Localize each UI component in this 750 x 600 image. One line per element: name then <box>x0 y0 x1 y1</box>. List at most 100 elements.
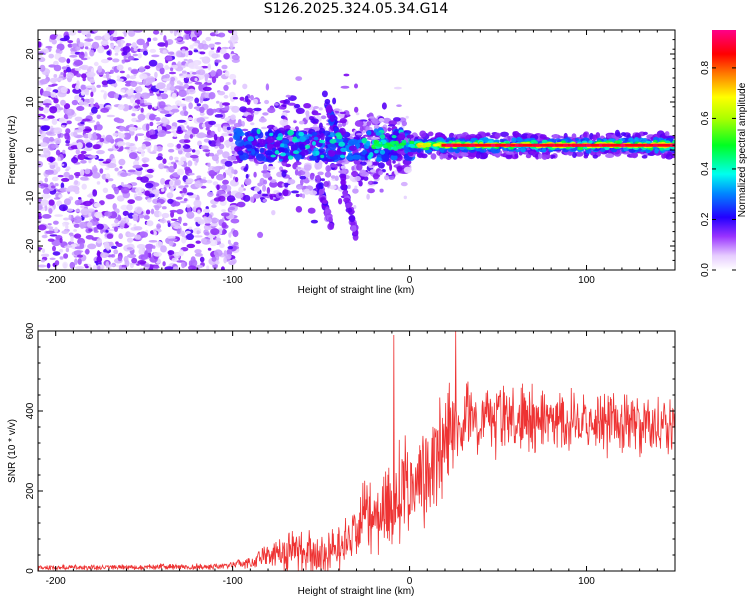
heatmap-cell-1463 <box>187 50 193 56</box>
heatmap-cell-1030 <box>116 118 125 124</box>
heatmap-cell-1560 <box>116 64 124 71</box>
heatmap-cell-602 <box>162 49 167 55</box>
heatmap-cell-2047 <box>297 171 302 177</box>
heatmap-cell-3175 <box>680 134 687 140</box>
heatmap-cell-3214 <box>494 132 501 138</box>
heatmap-cell-19 <box>168 71 177 75</box>
heatmap-cell-532 <box>74 172 82 177</box>
heatmap-cell-1679 <box>176 51 182 57</box>
heatmap-cell-377 <box>169 30 174 34</box>
heatmap-cell-109 <box>53 60 59 66</box>
heatmap-cell-3070 <box>642 131 648 136</box>
heatmap-cell-1682 <box>134 196 143 201</box>
heatmap-cell-1664 <box>184 50 189 58</box>
heatmap-cell-3306 <box>419 130 427 138</box>
heatmap-cell-1134 <box>208 120 217 125</box>
heatmap-cell-146 <box>74 94 81 101</box>
heatmap-cell-50 <box>69 54 78 58</box>
heatmap-cell-1080 <box>152 245 156 249</box>
heatmap-cell-3633 <box>674 148 675 150</box>
heatmap-cell-2230 <box>356 163 363 171</box>
heatmap-cell-3280 <box>505 154 513 158</box>
heatmap-cell-1619 <box>154 205 160 211</box>
heatmap-cell-2192 <box>303 188 310 195</box>
spectrogram-x-axis-label: Height of straight line (km) <box>298 285 415 296</box>
heatmap-cell-1089 <box>222 151 230 159</box>
heatmap-cell-3878 <box>399 142 406 146</box>
heatmap-cell-611 <box>50 185 56 189</box>
heatmap-cell-1250 <box>207 162 211 167</box>
heatmap-cell-3751 <box>645 140 651 144</box>
heatmap-cell-1063 <box>225 254 232 260</box>
heatmap-cell-3229 <box>592 134 598 141</box>
heatmap-cell-592 <box>209 223 217 227</box>
heatmap-cell-2094 <box>259 197 265 200</box>
heatmap-cell-2146 <box>384 175 390 181</box>
heatmap-cell-1603 <box>116 141 126 147</box>
heatmap-cell-3036 <box>571 133 577 140</box>
heatmap-cell-3288 <box>427 131 434 137</box>
heatmap-cell-800 <box>75 149 81 155</box>
heatmap-cell-2222 <box>299 175 307 180</box>
heatmap-cell-3630 <box>499 138 504 143</box>
heatmap-cell-662 <box>74 233 82 239</box>
heatmap-cell-1449 <box>199 57 207 60</box>
heatmap-cell-559 <box>114 167 119 172</box>
heatmap-cell-1209 <box>162 123 167 127</box>
heatmap-cell-1579 <box>214 165 224 170</box>
heatmap-cell-4007 <box>677 143 683 146</box>
heatmap-cell-1482 <box>54 260 60 266</box>
heatmap-cell-1125 <box>72 88 82 94</box>
heatmap-cell-1073 <box>193 49 199 53</box>
heatmap-cell-2099 <box>278 192 282 196</box>
heatmap-cell-1399 <box>92 30 99 33</box>
heatmap-cell-562 <box>194 81 203 85</box>
heatmap-cell-1684 <box>144 190 150 197</box>
heatmap-cell-3760 <box>677 141 683 144</box>
y-tick-label: -20 <box>25 238 36 253</box>
heatmap-cell-1173 <box>77 258 82 265</box>
heatmap-cell-1571 <box>193 199 202 208</box>
heatmap-cell-230 <box>57 174 64 178</box>
heatmap-cell-1538 <box>107 178 114 182</box>
heatmap-cell-2073 <box>283 99 290 105</box>
heatmap-cell-1600 <box>45 131 53 135</box>
heatmap-cell-1593 <box>122 46 131 53</box>
heatmap-cell-289 <box>102 84 109 88</box>
heatmap-cell-1490 <box>166 192 174 199</box>
heatmap-cell-1171 <box>59 187 69 193</box>
snr-series-line <box>38 331 675 571</box>
heatmap-cell-1585 <box>174 179 181 186</box>
heatmap-cell-1329 <box>217 32 226 38</box>
heatmap-cell-3911 <box>679 146 685 149</box>
heatmap-cell-2247 <box>267 107 276 114</box>
heatmap-cell-751 <box>188 102 193 110</box>
heatmap-cell-1670 <box>129 146 138 151</box>
heatmap-cell-1182 <box>86 221 93 228</box>
heatmap-cell-2178 <box>378 118 385 122</box>
heatmap-cell-76 <box>119 166 123 169</box>
heatmap-cell-1350 <box>214 59 222 63</box>
heatmap-cell-2758 <box>289 148 295 157</box>
heatmap-cell-948 <box>223 84 229 91</box>
heatmap-cell-1088 <box>112 36 118 42</box>
heatmap-cell-1652 <box>110 83 118 87</box>
heatmap-cell-2164 <box>242 83 248 90</box>
heatmap-cell-2173 <box>270 179 277 183</box>
heatmap-cell-281 <box>216 149 224 155</box>
heatmap-cell-2695 <box>282 139 290 144</box>
heatmap-cell-1630 <box>89 78 95 84</box>
heatmap-cell-397 <box>178 89 188 98</box>
y-tick-label: 20 <box>25 48 36 60</box>
heatmap-cell-459 <box>206 265 210 270</box>
heatmap-cell-2786 <box>379 149 386 155</box>
heatmap-cell-1404 <box>39 78 49 85</box>
heatmap-cell-1774 <box>305 110 310 117</box>
heatmap-cell-1367 <box>65 108 75 116</box>
heatmap-cell-2066 <box>269 195 274 200</box>
heatmap-cell-827 <box>116 243 123 247</box>
heatmap-cell-1205 <box>61 122 68 126</box>
heatmap-cell-2095 <box>262 199 267 202</box>
heatmap-cell-3719 <box>520 147 526 153</box>
